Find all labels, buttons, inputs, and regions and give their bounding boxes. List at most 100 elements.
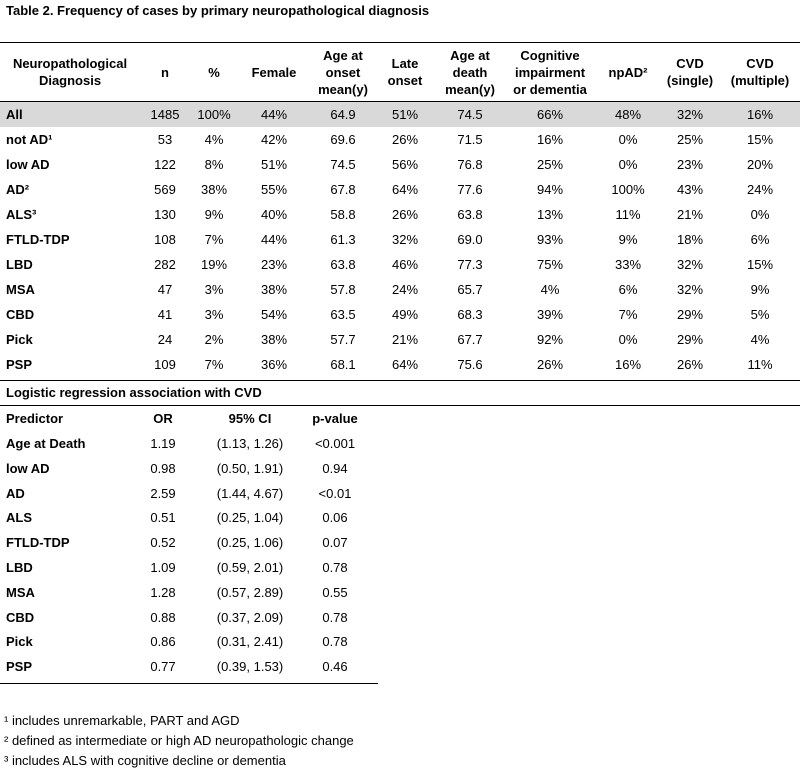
column-header: npAD²: [608, 64, 648, 80]
cell: 6%: [750, 232, 770, 247]
cell: 69.0: [457, 232, 483, 247]
cell: 40%: [260, 207, 288, 222]
cell: 57.7: [330, 332, 356, 347]
cell: 38%: [260, 282, 288, 297]
column-header: CVD (multiple): [730, 56, 790, 88]
cell: 0%: [618, 332, 638, 347]
cell: 0.78: [322, 609, 348, 625]
cell: 21%: [391, 332, 419, 347]
cell: 76.8: [457, 157, 483, 172]
cell: 67.7: [457, 332, 483, 347]
footnote: ¹ includes unremarkable, PART and AGD: [4, 713, 240, 728]
cell: 75.6: [457, 357, 483, 372]
cell: 23%: [676, 157, 704, 172]
cell: 0.98: [150, 460, 176, 476]
cell: 15%: [746, 257, 774, 272]
cell: (0.50, 1.91): [216, 460, 284, 476]
row-label: LBD: [6, 257, 33, 272]
cell: 77.6: [457, 182, 483, 197]
cell: 1.09: [150, 560, 176, 575]
row-label: PSP: [6, 357, 33, 372]
cell: 29%: [676, 307, 704, 322]
cell: (0.57, 2.89): [216, 584, 284, 600]
cell: 0.78: [322, 634, 348, 650]
cell: 39%: [536, 307, 564, 322]
row-label: Pick: [6, 332, 33, 347]
cell: (0.39, 1.53): [216, 659, 284, 675]
row-label: low AD: [6, 157, 50, 172]
cell: 24%: [746, 182, 774, 197]
cell: 16%: [614, 357, 642, 372]
column-header: Late onset: [387, 56, 423, 88]
cell: 4%: [540, 282, 560, 297]
cell: 20%: [746, 157, 774, 172]
cell: 93%: [536, 232, 564, 247]
cell: 75%: [536, 257, 564, 272]
cell: 15%: [746, 132, 774, 147]
cell: 32%: [676, 257, 704, 272]
cell: 68.1: [330, 357, 356, 372]
cell: 47: [157, 282, 173, 297]
cell: 36%: [260, 357, 288, 372]
cell: 23%: [260, 257, 288, 272]
cell: 11%: [747, 357, 773, 372]
row-label: not AD¹: [6, 132, 53, 147]
cell: 94%: [536, 182, 564, 197]
rule: [0, 683, 378, 684]
column-header: %: [208, 64, 220, 80]
cell: 0.51: [150, 510, 176, 526]
column-header: CVD (single): [666, 56, 714, 88]
cell: 13%: [536, 207, 564, 222]
cell: 5%: [750, 307, 770, 322]
cell: 0.46: [322, 659, 348, 675]
row-label: CBD: [6, 307, 35, 322]
cell: 9%: [750, 282, 770, 297]
cell: 0%: [618, 132, 638, 147]
cell: <0.001: [314, 436, 356, 451]
cell: 3%: [204, 282, 224, 297]
cell: 53: [157, 132, 173, 147]
row-label: ALS³: [6, 207, 37, 222]
footnote: ² defined as intermediate or high AD neu…: [4, 733, 354, 748]
cell: 16%: [746, 107, 774, 122]
cell: 65.7: [457, 282, 483, 297]
cell: 26%: [391, 132, 419, 147]
cell: 77.3: [457, 257, 483, 272]
cell: 63.8: [457, 207, 483, 222]
cell: 0.55: [322, 584, 348, 600]
cell: 4%: [204, 132, 224, 147]
row-shade: [0, 102, 800, 127]
cell: 100%: [611, 182, 645, 197]
cell: 54%: [260, 307, 288, 322]
cell: 32%: [391, 232, 419, 247]
rule: [0, 101, 800, 102]
cell: 58.8: [330, 207, 356, 222]
cell: 26%: [676, 357, 704, 372]
cell: 282: [154, 257, 176, 272]
row-label: AD²: [6, 182, 30, 197]
row-label: ALS: [6, 510, 32, 526]
row-label: LBD: [6, 560, 33, 575]
cell: 1.19: [150, 436, 176, 451]
rule: [0, 405, 800, 406]
column-header: Age at death mean(y): [445, 47, 495, 97]
cell: 108: [154, 232, 176, 247]
cell: 0.78: [322, 560, 348, 575]
row-label: Age at Death: [6, 436, 86, 451]
cell: 69.6: [330, 132, 356, 147]
cell: 55%: [260, 182, 288, 197]
cell: 24: [157, 332, 173, 347]
cell: 38%: [260, 332, 288, 347]
cell: 569: [154, 182, 176, 197]
cell: 66%: [536, 107, 564, 122]
column-header: Female: [251, 64, 297, 80]
row-label: MSA: [6, 584, 35, 600]
rule: [0, 380, 800, 381]
cell: (0.59, 2.01): [216, 560, 284, 575]
cell: 26%: [536, 357, 564, 372]
cell: 0.52: [150, 535, 176, 551]
cell: 74.5: [330, 157, 356, 172]
cell: 0.07: [322, 535, 348, 551]
cell: (0.25, 1.04): [216, 510, 284, 526]
